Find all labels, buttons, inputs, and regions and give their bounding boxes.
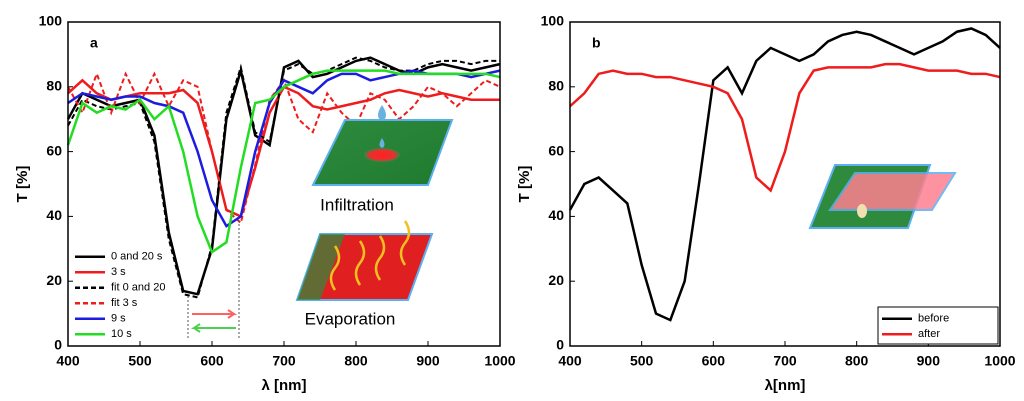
y-tick-label: 0 — [54, 337, 62, 353]
legend-label: after — [918, 328, 940, 340]
x-axis-label: λ [nm] — [262, 377, 307, 394]
annotation: Evaporation — [305, 309, 396, 328]
data-line — [568, 27, 1001, 322]
panel-label: a — [90, 35, 98, 51]
x-tick-label: 900 — [917, 353, 941, 369]
x-tick-label: 700 — [272, 353, 296, 369]
legend-label: 0 and 20 s — [111, 251, 163, 263]
x-tick-label: 400 — [558, 353, 582, 369]
legend-label: fit 3 s — [111, 297, 138, 309]
illustration-bilayer — [808, 164, 957, 229]
y-tick-label: 20 — [548, 272, 564, 288]
x-tick-label: 900 — [416, 353, 440, 369]
x-tick-label: 400 — [56, 353, 80, 369]
x-tick-label: 600 — [200, 353, 224, 369]
panel: 400 500 600 700 800 900 1000 0 20 40 60 80 100 a λ [nm… — [14, 13, 516, 394]
y-tick-label: 80 — [548, 78, 564, 94]
panel: 400 500 600 700 800 900 1000 0 20 40 60 80 100 b λ[nm]… — [516, 13, 1016, 394]
x-tick-label: 700 — [773, 353, 797, 369]
y-axis-label: T [%] — [516, 166, 533, 203]
y-tick-label: 0 — [556, 337, 564, 353]
legend-box — [877, 306, 999, 345]
y-tick-label: 40 — [46, 207, 62, 223]
illustration-infiltration — [311, 105, 454, 186]
x-axis-label: λ[nm] — [765, 377, 806, 394]
data-line — [569, 62, 1001, 193]
legend-label: fit 0 and 20 — [111, 282, 165, 294]
y-tick-label: 60 — [46, 142, 62, 158]
x-tick-label: 1000 — [984, 353, 1015, 369]
x-tick-label: 500 — [128, 353, 152, 369]
data-line — [66, 69, 501, 254]
y-tick-label: 100 — [39, 13, 63, 29]
y-tick-label: 20 — [46, 272, 62, 288]
legend-label: 3 s — [111, 266, 126, 278]
legend-label: before — [918, 313, 949, 325]
illustration-evaporation — [295, 220, 434, 301]
arrows — [187, 220, 240, 338]
legend-label: 9 s — [111, 313, 126, 325]
x-tick-label: 800 — [344, 353, 368, 369]
x-tick-label: 1000 — [484, 353, 515, 369]
x-tick-label: 500 — [630, 353, 654, 369]
y-tick-label: 40 — [548, 207, 564, 223]
plot-frame — [67, 21, 501, 347]
plot-frame — [569, 21, 1001, 347]
x-tick-label: 800 — [845, 353, 869, 369]
x-tick-label: 600 — [702, 353, 726, 369]
y-tick-label: 100 — [541, 13, 565, 29]
y-tick-label: 60 — [548, 142, 564, 158]
legend-label: 10 s — [111, 328, 132, 340]
y-axis-label: T [%] — [14, 166, 31, 203]
annotation: Infiltration — [320, 195, 394, 214]
y-tick-label: 80 — [46, 78, 62, 94]
panel-label: b — [592, 35, 601, 51]
